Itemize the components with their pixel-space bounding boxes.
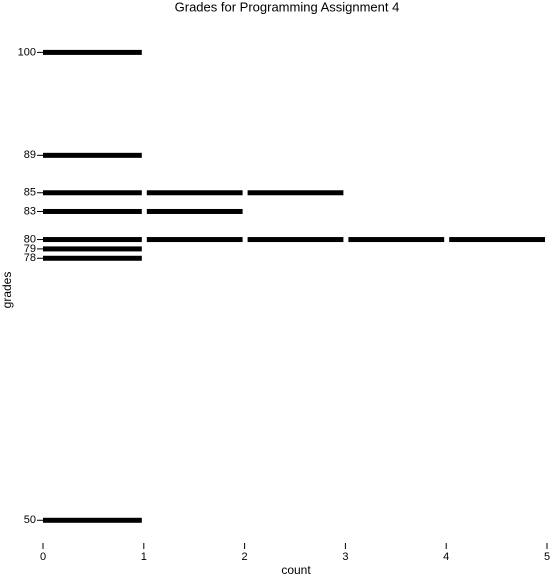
x-tick-label: 5 bbox=[544, 551, 550, 563]
bar-segment bbox=[43, 49, 142, 55]
y-tick-label: 50 bbox=[24, 514, 36, 526]
bar-segment bbox=[43, 152, 142, 158]
bar-segment bbox=[449, 237, 545, 243]
x-tick-label: 3 bbox=[342, 551, 348, 563]
bar-segment bbox=[43, 246, 142, 252]
bar-segment bbox=[43, 255, 142, 261]
bar-segment bbox=[146, 190, 243, 196]
bar-segment bbox=[43, 517, 142, 523]
y-tick-label: 83 bbox=[24, 205, 36, 217]
y-tick-label: 79 bbox=[24, 243, 36, 255]
bar-segment bbox=[146, 237, 243, 243]
bar-segment bbox=[247, 237, 344, 243]
y-tick-label: 89 bbox=[24, 149, 36, 161]
bar-segment bbox=[43, 208, 142, 214]
chart-title: Grades for Programming Assignment 4 bbox=[175, 0, 400, 14]
bar-segment bbox=[43, 237, 142, 243]
y-tick-label: 80 bbox=[24, 233, 36, 245]
x-tick-label: 1 bbox=[141, 551, 147, 563]
y-tick-label: 85 bbox=[24, 187, 36, 199]
x-tick-label: 4 bbox=[443, 551, 449, 563]
y-axis-label: grades bbox=[0, 272, 14, 309]
y-tick-label: 100 bbox=[18, 46, 36, 58]
bar-segment bbox=[146, 208, 243, 214]
y-tick-label: 78 bbox=[24, 252, 36, 264]
x-axis-label: count bbox=[281, 563, 311, 576]
x-tick-label: 2 bbox=[242, 551, 248, 563]
bar-segment bbox=[348, 237, 445, 243]
x-tick-label: 0 bbox=[40, 551, 46, 563]
bar-segment bbox=[247, 190, 344, 196]
bar-segment bbox=[43, 190, 142, 196]
